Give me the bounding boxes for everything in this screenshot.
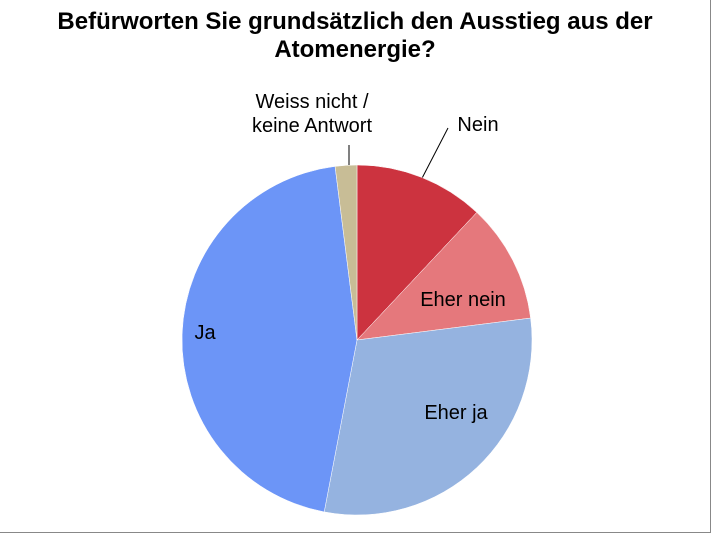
slice-label: Eher nein <box>420 289 506 311</box>
chart-title: Befürworten Sie grundsätzlich den Aussti… <box>57 8 653 63</box>
pie-slice <box>323 317 533 516</box>
pie-slice <box>356 212 531 341</box>
slice-label: Ja <box>194 322 216 344</box>
pie-slice <box>356 164 478 341</box>
pie-slice <box>181 166 358 513</box>
pie-slice <box>334 164 358 341</box>
leader-line <box>417 127 449 187</box>
slice-label: Nein <box>457 114 499 136</box>
slice-label: Eher ja <box>424 402 488 424</box>
slice-label: Weiss nicht / keine Antwort <box>251 91 373 137</box>
